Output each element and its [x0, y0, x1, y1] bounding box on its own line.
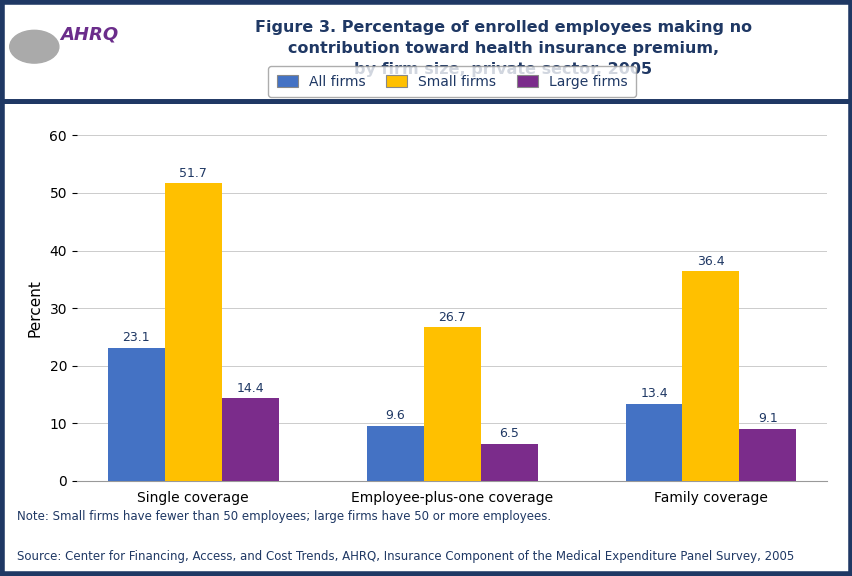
Circle shape: [9, 31, 59, 63]
Text: 23.1: 23.1: [123, 331, 150, 344]
Text: Source: Center for Financing, Access, and Cost Trends, AHRQ, Insurance Component: Source: Center for Financing, Access, an…: [17, 550, 793, 563]
Text: 36.4: 36.4: [696, 255, 724, 268]
Bar: [423, 327, 480, 481]
Bar: [107, 348, 164, 481]
Bar: [682, 271, 739, 481]
Text: 14.4: 14.4: [236, 381, 264, 395]
Text: Figure 3. Percentage of enrolled employees making no
contribution toward health : Figure 3. Percentage of enrolled employe…: [255, 20, 751, 77]
Text: Advancing
Excellence in
Health Care: Advancing Excellence in Health Care: [64, 46, 114, 78]
Bar: [739, 429, 796, 481]
Y-axis label: Percent: Percent: [27, 279, 43, 337]
Bar: [164, 183, 222, 481]
Text: 9.1: 9.1: [757, 412, 777, 425]
Text: Note: Small firms have fewer than 50 employees; large firms have 50 or more empl: Note: Small firms have fewer than 50 emp…: [17, 510, 550, 524]
Text: 6.5: 6.5: [498, 427, 518, 440]
Legend: All firms, Small firms, Large firms: All firms, Small firms, Large firms: [268, 66, 635, 97]
Text: 13.4: 13.4: [639, 387, 667, 400]
Text: AHRQ: AHRQ: [60, 26, 118, 44]
Text: 51.7: 51.7: [179, 166, 207, 180]
Text: 26.7: 26.7: [438, 310, 465, 324]
Bar: [222, 398, 279, 481]
Bar: [480, 444, 537, 481]
Text: 9.6: 9.6: [385, 409, 405, 422]
Bar: [366, 426, 423, 481]
Bar: [625, 404, 682, 481]
